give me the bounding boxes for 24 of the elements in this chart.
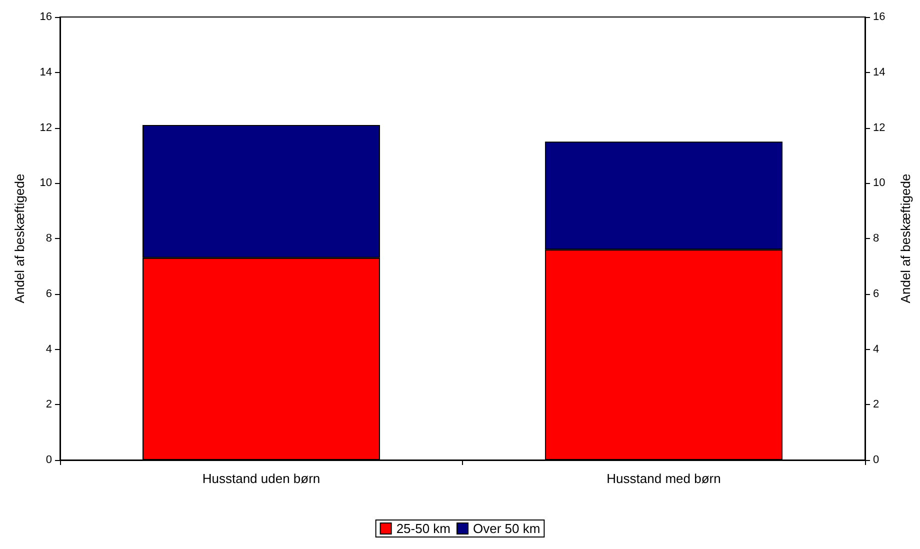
y2-tick-label: 6 — [873, 288, 880, 300]
legend-label: 25-50 km — [396, 521, 451, 536]
y2-tick-label: 14 — [873, 66, 886, 78]
y2-axis-title: Andel af beskæftigede — [898, 174, 913, 304]
y-tick-label: 14 — [40, 66, 52, 78]
y-tick-label: 8 — [46, 232, 52, 244]
y-tick-label: 4 — [46, 343, 52, 356]
y2-tick-label: 4 — [873, 343, 880, 356]
y2-tick-label: 2 — [873, 398, 880, 411]
y2-tick-label: 10 — [873, 177, 886, 190]
legend-label: Over 50 km — [473, 521, 540, 536]
y-tick-label: 10 — [40, 177, 52, 190]
y2-tick-label: 8 — [873, 232, 880, 244]
y-tick-label: 6 — [46, 288, 52, 300]
x-tick-label: Husstand uden børn — [202, 471, 320, 486]
y-tick-label: 12 — [40, 122, 52, 134]
y-tick-label: 0 — [46, 454, 52, 466]
y2-tick-label: 0 — [873, 454, 880, 466]
y2-tick-label: 12 — [873, 122, 886, 134]
y2-tick-label: 16 — [873, 11, 886, 23]
x-tick-label: Husstand med børn — [606, 471, 721, 486]
y-tick-label: 16 — [40, 11, 52, 23]
y-tick-label: 2 — [46, 398, 52, 411]
y-axis-title: Andel af beskæftigede — [12, 174, 27, 304]
